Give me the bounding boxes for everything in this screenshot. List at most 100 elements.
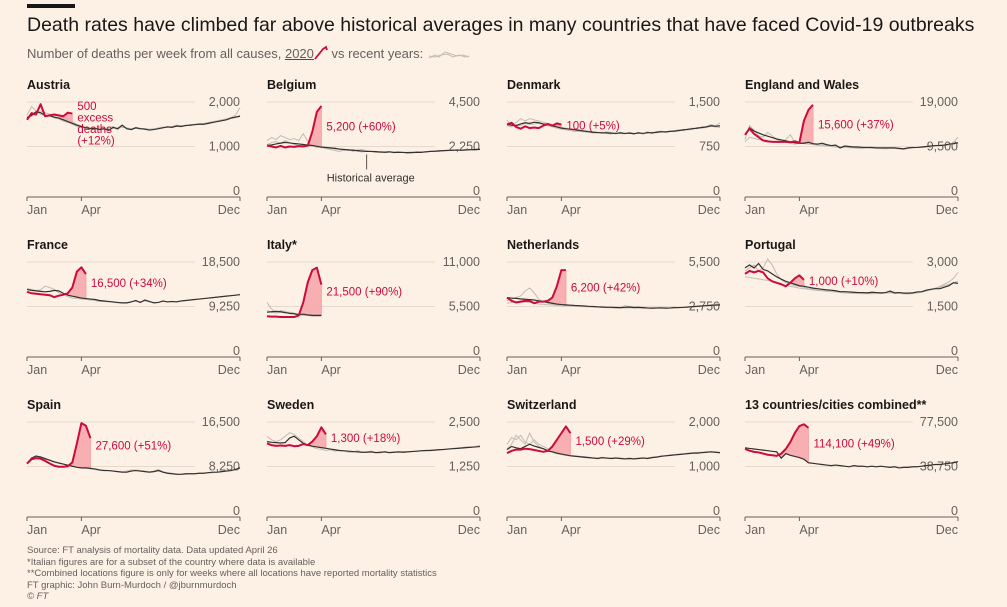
x-tick-label: Apr — [799, 203, 818, 217]
panel-spain: Spain 16,500 8,250 0 27,600 (+51%) Jan Apr Dec — [26, 398, 267, 548]
x-tick-label: Dec — [936, 523, 958, 537]
panel-title: Belgium — [267, 78, 317, 92]
recent-year-line — [266, 310, 322, 317]
historical-average-line — [744, 447, 959, 469]
panel-title: 13 countries/cities combined** — [745, 398, 927, 412]
excess-deaths-label: 1,300 (+18%) — [331, 433, 401, 445]
y-tick-label: 2,750 — [689, 300, 720, 314]
x-tick-label: Jan — [507, 523, 527, 537]
excess-deaths-label: 27,600 (+51%) — [95, 441, 171, 453]
panel-chart: 2,500 1,250 0 1,300 (+18%) Jan Apr Dec — [266, 415, 481, 537]
x-tick-label: Dec — [936, 363, 958, 377]
x-tick-label: Apr — [81, 363, 100, 377]
x-tick-label: Dec — [698, 523, 720, 537]
chart-subtitle: Number of deaths per week from all cause… — [27, 45, 471, 61]
footer: Source: FT analysis of mortality data. D… — [27, 545, 437, 603]
y-tick-label: 4,500 — [449, 95, 480, 109]
historical-average-line — [744, 262, 959, 294]
panel-chart: 3,000 1,500 0 1,000 (+10%) Jan Apr Dec — [744, 255, 959, 377]
panel-title: Denmark — [507, 78, 561, 92]
y-tick-label: 0 — [473, 504, 480, 518]
x-tick-label: Apr — [81, 203, 100, 217]
y-tick-label: 0 — [713, 504, 720, 518]
panel-italy: Italy* 11,000 5,500 0 21,500 (+90%) Jan Apr Dec — [266, 238, 507, 388]
excess-deaths-label: 100 (+5%) — [566, 121, 620, 133]
y-tick-label: 0 — [233, 184, 240, 198]
historical-average-label: Historical average — [327, 172, 415, 184]
y-tick-label: 5,500 — [449, 300, 480, 314]
legend-2020-line-icon — [314, 45, 328, 60]
excess-deaths-label: 16,500 (+34%) — [91, 278, 167, 290]
panel-austria: Austria 2,000 1,000 0 500 excess deaths (+12%) J… — [26, 78, 267, 228]
x-tick-label: Jan — [27, 523, 47, 537]
excess-deaths-area — [307, 427, 326, 449]
y-tick-label: 0 — [233, 344, 240, 358]
combined-footnote: **Combined locations figure is only for … — [27, 568, 437, 580]
x-tick-label: Jan — [27, 363, 47, 377]
line-2020 — [744, 269, 805, 288]
historical-average-line — [506, 443, 721, 460]
y-tick-label: 3,000 — [927, 255, 958, 269]
panel-england-and-wales: England and Wales 19,000 9,500 0 15,600 (+37… — [744, 78, 985, 228]
x-tick-label: Apr — [321, 203, 340, 217]
historical-average-line — [26, 288, 241, 304]
x-tick-label: Jan — [267, 203, 287, 217]
y-tick-label: 77,500 — [920, 415, 958, 429]
y-tick-label: 0 — [473, 344, 480, 358]
line-2020 — [506, 269, 566, 305]
line-2020 — [266, 105, 323, 149]
line-2020 — [506, 425, 572, 455]
line-2020 — [744, 104, 814, 144]
line-2020 — [744, 423, 810, 457]
panel-chart: 19,000 9,500 0 15,600 (+37%) Jan Apr Dec — [744, 95, 959, 217]
y-tick-label: 5,500 — [689, 255, 720, 269]
y-tick-label: 1,250 — [449, 460, 480, 474]
panel-title: Sweden — [267, 398, 315, 412]
historical-average-line — [266, 435, 481, 454]
x-tick-label: Dec — [218, 203, 240, 217]
y-tick-label: 1,000 — [689, 460, 720, 474]
x-tick-label: Jan — [745, 523, 765, 537]
subtitle-text: Number of deaths per week from all cause… — [27, 46, 282, 61]
x-tick-label: Jan — [267, 523, 287, 537]
x-tick-label: Apr — [561, 203, 580, 217]
excess-deaths-label: 5,200 (+60%) — [326, 122, 396, 134]
y-tick-label: 1,500 — [689, 95, 720, 109]
x-tick-label: Jan — [267, 363, 287, 377]
line-2020 — [26, 422, 92, 468]
graphic-credit: FT graphic: John Burn-Murdoch / @jburnmu… — [27, 579, 237, 591]
historical-average-line — [266, 310, 322, 317]
excess-deaths-label: 15,600 (+37%) — [818, 119, 894, 131]
excess-deaths-label: 21,500 (+90%) — [326, 287, 402, 299]
excess-deaths-label: excess — [77, 113, 113, 125]
x-tick-label: Jan — [745, 363, 765, 377]
y-tick-label: 1,500 — [927, 300, 958, 314]
x-tick-label: Jan — [27, 203, 47, 217]
y-tick-label: 0 — [473, 184, 480, 198]
excess-deaths-area — [298, 267, 322, 316]
x-tick-label: Apr — [321, 363, 340, 377]
panel-portugal: Portugal 3,000 1,500 0 1,000 (+10%) Jan Apr Dec — [744, 238, 985, 388]
panel-title: Netherlands — [507, 238, 580, 252]
panel-chart: 4,500 2,250 0 5,200 (+60%) Historical averag… — [266, 95, 481, 217]
panel-denmark: Denmark 1,500 750 0 100 (+5%) Jan Apr Dec — [506, 78, 747, 228]
x-tick-label: Dec — [458, 203, 480, 217]
line-2020 — [266, 266, 323, 319]
panel-13-countries-cities-combined: 13 countries/cities combined** 77,500 38,7… — [744, 398, 985, 548]
x-tick-label: Apr — [799, 523, 818, 537]
panel-sweden: Sweden 2,500 1,250 0 1,300 (+18%) Jan Apr Dec — [266, 398, 507, 548]
y-tick-label: 9,250 — [209, 300, 240, 314]
x-tick-label: Jan — [507, 203, 527, 217]
excess-deaths-area — [547, 426, 571, 456]
excess-deaths-area — [58, 112, 73, 124]
y-tick-label: 11,000 — [443, 255, 480, 269]
x-tick-label: Apr — [321, 523, 340, 537]
panel-belgium: Belgium 4,500 2,250 0 5,200 (+60%) Historical… — [266, 78, 507, 228]
y-tick-label: 2,500 — [449, 415, 480, 429]
line-2020 — [26, 266, 87, 299]
y-tick-label: 38,750 — [920, 460, 958, 474]
excess-deaths-area — [67, 423, 91, 469]
historical-average-line — [506, 121, 721, 135]
x-tick-label: Apr — [561, 523, 580, 537]
